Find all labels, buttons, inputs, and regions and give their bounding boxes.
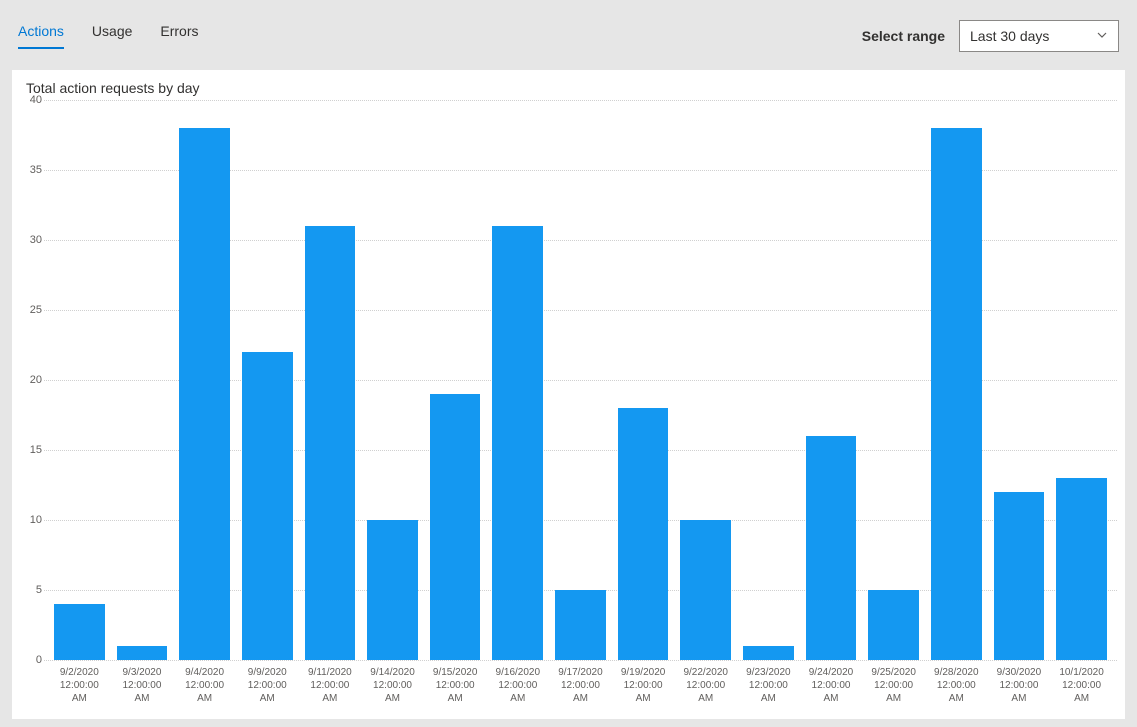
- y-tick-label: 40: [30, 94, 42, 106]
- chart-bar[interactable]: [492, 226, 543, 660]
- x-tick-label: 9/15/202012:00:00 AM: [430, 666, 481, 705]
- chart-bar[interactable]: [680, 520, 731, 660]
- chart-bar[interactable]: [806, 436, 857, 660]
- x-tick-time: 12:00:00 AM: [117, 679, 168, 705]
- chart-bars: [44, 100, 1117, 660]
- y-tick-label: 5: [36, 584, 42, 596]
- x-tick-label: 9/3/202012:00:00 AM: [117, 666, 168, 705]
- chart-bar[interactable]: [54, 604, 105, 660]
- y-axis: 0510152025303540: [20, 100, 44, 660]
- chart-bar[interactable]: [868, 590, 919, 660]
- x-tick-label: 9/24/202012:00:00 AM: [806, 666, 857, 705]
- x-tick-date: 9/11/2020: [305, 666, 356, 679]
- x-tick-date: 9/19/2020: [618, 666, 669, 679]
- chart-bar[interactable]: [367, 520, 418, 660]
- x-tick-date: 9/23/2020: [743, 666, 794, 679]
- x-tick-time: 12:00:00 AM: [54, 679, 105, 705]
- grid-line: [44, 660, 1117, 661]
- tabs: Actions Usage Errors: [18, 23, 199, 49]
- range-dropdown[interactable]: Last 30 days: [959, 20, 1119, 52]
- chart-card: Total action requests by day 0 5 10 15 20 25 3…: [12, 70, 1125, 719]
- x-tick-time: 12:00:00 AM: [430, 679, 481, 705]
- x-tick-date: 9/28/2020: [931, 666, 982, 679]
- x-tick-date: 9/14/2020: [367, 666, 418, 679]
- chevron-down-icon: [1096, 29, 1108, 44]
- tab-usage[interactable]: Usage: [92, 23, 132, 49]
- chart-bar[interactable]: [117, 646, 168, 660]
- x-tick-date: 10/1/2020: [1056, 666, 1107, 679]
- chart-bar[interactable]: [179, 128, 230, 660]
- range-label: Select range: [862, 28, 945, 44]
- x-tick-time: 12:00:00 AM: [931, 679, 982, 705]
- header: Actions Usage Errors Select range Last 30 …: [8, 8, 1129, 70]
- y-tick-label: 30: [30, 234, 42, 246]
- chart-bar[interactable]: [931, 128, 982, 660]
- x-axis: 9/2/202012:00:00 AM9/3/202012:00:00 AM9/…: [44, 660, 1117, 705]
- chart-area: 0510152025303540: [20, 100, 1117, 660]
- x-tick-time: 12:00:00 AM: [743, 679, 794, 705]
- x-tick-label: 9/14/202012:00:00 AM: [367, 666, 418, 705]
- chart-bar[interactable]: [618, 408, 669, 660]
- x-tick-label: 9/16/202012:00:00 AM: [492, 666, 543, 705]
- x-tick-label: 9/17/202012:00:00 AM: [555, 666, 606, 705]
- y-tick-label: 0: [36, 654, 42, 666]
- x-tick-time: 12:00:00 AM: [242, 679, 293, 705]
- x-tick-date: 9/9/2020: [242, 666, 293, 679]
- x-tick-time: 12:00:00 AM: [305, 679, 356, 705]
- chart-bar[interactable]: [242, 352, 293, 660]
- x-tick-time: 12:00:00 AM: [868, 679, 919, 705]
- x-tick-time: 12:00:00 AM: [367, 679, 418, 705]
- range-group: Select range Last 30 days: [862, 20, 1119, 52]
- x-tick-label: 9/25/202012:00:00 AM: [868, 666, 919, 705]
- x-tick-time: 12:00:00 AM: [806, 679, 857, 705]
- y-tick-label: 15: [30, 444, 42, 456]
- x-tick-label: 9/2/202012:00:00 AM: [54, 666, 105, 705]
- x-tick-time: 12:00:00 AM: [492, 679, 543, 705]
- x-tick-date: 9/4/2020: [179, 666, 230, 679]
- x-tick-date: 9/16/2020: [492, 666, 543, 679]
- chart-bar[interactable]: [305, 226, 356, 660]
- x-tick-label: 9/28/202012:00:00 AM: [931, 666, 982, 705]
- x-tick-label: 9/23/202012:00:00 AM: [743, 666, 794, 705]
- x-tick-date: 9/15/2020: [430, 666, 481, 679]
- x-tick-time: 12:00:00 AM: [179, 679, 230, 705]
- tab-errors[interactable]: Errors: [160, 23, 198, 49]
- x-tick-time: 12:00:00 AM: [618, 679, 669, 705]
- y-tick-label: 20: [30, 374, 42, 386]
- x-tick-time: 12:00:00 AM: [994, 679, 1045, 705]
- x-tick-label: 9/30/202012:00:00 AM: [994, 666, 1045, 705]
- chart-bar[interactable]: [994, 492, 1045, 660]
- x-tick-label: 9/11/202012:00:00 AM: [305, 666, 356, 705]
- tab-actions[interactable]: Actions: [18, 23, 64, 49]
- chart-plot: [44, 100, 1117, 660]
- x-tick-date: 9/24/2020: [806, 666, 857, 679]
- x-tick-label: 9/22/202012:00:00 AM: [680, 666, 731, 705]
- chart-title: Total action requests by day: [26, 80, 1117, 96]
- x-tick-time: 12:00:00 AM: [1056, 679, 1107, 705]
- y-tick-label: 35: [30, 164, 42, 176]
- x-tick-label: 9/19/202012:00:00 AM: [618, 666, 669, 705]
- chart-bar[interactable]: [743, 646, 794, 660]
- chart-bar[interactable]: [430, 394, 481, 660]
- chart-bar[interactable]: [555, 590, 606, 660]
- x-tick-date: 9/17/2020: [555, 666, 606, 679]
- x-tick-date: 9/22/2020: [680, 666, 731, 679]
- x-tick-date: 9/3/2020: [117, 666, 168, 679]
- x-tick-time: 12:00:00 AM: [555, 679, 606, 705]
- x-tick-date: 9/2/2020: [54, 666, 105, 679]
- range-dropdown-value: Last 30 days: [970, 28, 1049, 44]
- x-tick-date: 9/30/2020: [994, 666, 1045, 679]
- y-tick-label: 25: [30, 304, 42, 316]
- x-tick-label: 9/4/202012:00:00 AM: [179, 666, 230, 705]
- chart-bar[interactable]: [1056, 478, 1107, 660]
- x-tick-label: 9/9/202012:00:00 AM: [242, 666, 293, 705]
- x-tick-label: 10/1/202012:00:00 AM: [1056, 666, 1107, 705]
- y-tick-label: 10: [30, 514, 42, 526]
- x-tick-time: 12:00:00 AM: [680, 679, 731, 705]
- x-tick-date: 9/25/2020: [868, 666, 919, 679]
